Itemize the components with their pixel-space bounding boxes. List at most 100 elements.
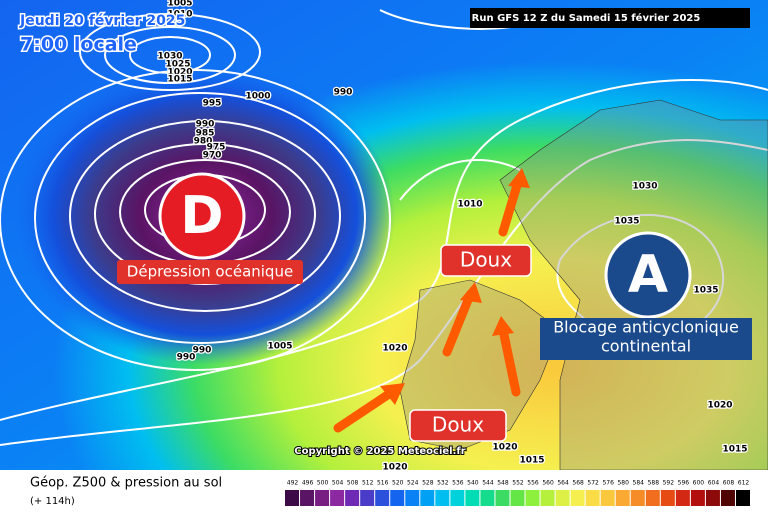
warm-label: Doux [432,413,484,437]
isobar-label: 1020 [492,443,517,453]
scale-swatch [450,490,465,506]
isobar-label: 1015 [167,75,192,85]
color-scale: 492 496 500 504 508 512 516 520 524 528 532 536 540 5… [285,480,750,506]
isobar-label: 1010 [167,10,192,20]
scale-swatch [360,490,375,506]
isobar-label: 990 [196,120,215,130]
high-label: continental [601,337,691,356]
scale-swatch [405,490,420,506]
scale-label: 576 [602,480,614,487]
scale-swatch [615,490,630,506]
low-label-box [117,260,303,284]
isobar-label: 975 [207,143,226,153]
isobar-label: 980 [194,137,213,147]
isobar-label: 1030 [157,52,182,62]
low-label: Dépression océanique [127,263,293,281]
scale-swatch [300,490,315,506]
forecast-date: Jeudi 20 février 2025 [19,13,185,29]
scale-label: 524 [407,480,419,487]
isobar-label: 990 [334,88,353,98]
scale-label: 544 [482,480,494,487]
scale-swatch [645,490,660,506]
high-letter: A [628,245,668,305]
scale-label: 548 [497,480,509,487]
isobar-label: 1035 [614,217,639,227]
scale-swatch [420,490,435,506]
scale-label: 588 [648,480,660,487]
scale-label: 592 [663,480,675,487]
scale-label: 496 [302,480,314,487]
scale-label: 600 [693,480,705,487]
scale-swatch [555,490,570,506]
high-symbol [604,231,692,319]
scale-swatch [735,490,750,506]
scale-swatch [630,490,645,506]
scale-swatch [525,490,540,506]
warm-box [440,244,532,277]
scale-label: 520 [392,480,404,487]
scale-label: 604 [708,480,720,487]
isobar-label: 995 [203,99,222,109]
scale-label: 552 [512,480,524,487]
scale-swatch [315,490,330,506]
scale-label: 512 [362,480,374,487]
low-symbol [158,172,246,260]
arrow-heads [380,168,530,405]
scale-label: 556 [527,480,539,487]
isobar-label: 1015 [722,445,747,455]
isobar-label: 1015 [519,456,544,466]
isobar-label: 1030 [632,182,657,192]
legend-title: Géop. Z500 & pression au sol [30,476,222,491]
isobar-label: 1005 [267,342,292,352]
warm-arrows [333,177,523,433]
scale-swatch [480,490,495,506]
scale-swatch [435,490,450,506]
isobar-label: 990 [193,346,212,356]
scale-swatch [720,490,735,506]
scale-label: 560 [542,480,554,487]
isobar-label: 970 [203,151,222,161]
isobar-label: 1025 [165,60,190,70]
scale-label: 572 [587,480,599,487]
warm-label: Doux [460,248,512,272]
scale-label: 596 [678,480,690,487]
scale-label: 532 [437,480,449,487]
scale-label: 528 [422,480,434,487]
scale-swatch [690,490,705,506]
scale-swatch [510,490,525,506]
scale-label: 584 [633,480,645,487]
scale-swatch [285,490,300,506]
scale-label: 504 [332,480,344,487]
scale-label: 492 [287,480,299,487]
isobar-label: 1035 [693,286,718,296]
warm-box [409,409,507,442]
high-label: Blocage anticyclonique [553,318,739,337]
scale-swatch [705,490,720,506]
high-label-box [540,318,752,360]
isobar-label: 1020 [382,344,407,354]
scale-label: 608 [723,480,735,487]
scale-label: 564 [557,480,569,487]
isobar-label: 1020 [707,401,732,411]
scale-swatch [570,490,585,506]
isobar-label: 1010 [457,200,482,210]
isobar-label: 1020 [167,68,192,78]
scale-label: 516 [377,480,389,487]
isobar-label: 985 [196,129,215,139]
scale-swatch [495,490,510,506]
scale-label: 568 [572,480,584,487]
scale-swatch [540,490,555,506]
low-letter: D [180,186,223,246]
scale-label: 508 [347,480,359,487]
scale-label: 536 [452,480,464,487]
isobar-label: 990 [177,353,196,363]
scale-swatch [675,490,690,506]
scale-label: 612 [738,480,750,487]
scale-swatch [585,490,600,506]
isobar-label: 1005 [167,0,192,9]
scale-label: 500 [317,480,329,487]
scale-swatch [330,490,345,506]
